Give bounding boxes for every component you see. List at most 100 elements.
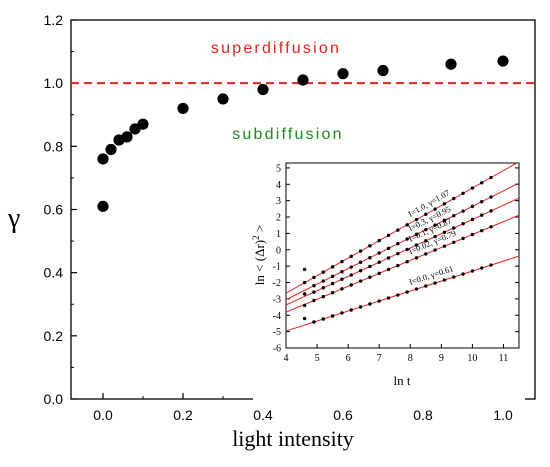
inset-data-point xyxy=(358,260,363,265)
inset-data-point xyxy=(340,259,344,264)
inset-data-point xyxy=(386,233,391,238)
inset-x-tick-label: 8 xyxy=(408,353,413,364)
inset-y-tick-label: 3 xyxy=(276,196,281,207)
inset-x-tick-label: 10 xyxy=(467,353,477,364)
main-data-point xyxy=(297,74,309,86)
inset-data-point xyxy=(349,308,353,312)
main-y-tick-label: 0.8 xyxy=(44,138,64,154)
inset-data-point xyxy=(349,273,353,277)
inset-data-point xyxy=(470,217,475,222)
inset-data-point xyxy=(396,293,400,297)
inset-x-tick-label: 4 xyxy=(284,353,289,364)
inset-data-point xyxy=(433,234,437,239)
inset-data-point xyxy=(442,230,447,235)
inset-data-point xyxy=(442,278,447,282)
inset-y-tick-label: 0 xyxy=(276,245,281,256)
inset-data-point xyxy=(312,290,316,294)
inset-x-tick-label: 6 xyxy=(346,353,351,364)
main-x-tick-label: 1.0 xyxy=(493,407,513,423)
inset-data-point xyxy=(349,254,353,259)
superdiffusion-label: superdiffusion xyxy=(211,40,341,57)
inset-data-point xyxy=(405,223,409,227)
inset-fit-line xyxy=(286,197,519,306)
inset-x-tick-label: 11 xyxy=(499,353,509,364)
main-x-tick-label: 0.8 xyxy=(413,407,433,423)
inset-data-point xyxy=(470,269,475,273)
main-data-point xyxy=(105,143,117,156)
inset-data-point xyxy=(480,213,484,217)
main-data-point xyxy=(497,55,509,67)
inset-data-point xyxy=(424,284,428,288)
main-data-point xyxy=(217,93,229,105)
inset-data-point xyxy=(349,265,353,269)
main-x-axis-label: light intensity xyxy=(232,426,354,451)
inset-data-point xyxy=(321,317,325,321)
inset-data-point xyxy=(368,264,372,269)
inset-data-point xyxy=(386,296,391,300)
main-y-tick-label: 0.2 xyxy=(44,328,64,344)
inset-data-point xyxy=(358,249,363,253)
inset-data-point xyxy=(452,196,456,201)
inset-data-point xyxy=(461,191,465,196)
inset-y-axis-label-main: ln < (Δr) xyxy=(252,240,267,285)
inset-data-point xyxy=(321,270,325,274)
inset-data-point xyxy=(452,275,456,279)
inset-background xyxy=(253,155,525,402)
inset-data-point xyxy=(424,252,428,256)
inset-data-point xyxy=(480,228,484,233)
main-data-point xyxy=(177,102,189,115)
main-data-point xyxy=(377,64,389,77)
inset-data-point xyxy=(470,204,475,209)
inset-y-tick-label: -2 xyxy=(273,278,281,289)
inset-data-point xyxy=(414,287,419,291)
inset-data-point xyxy=(424,228,428,232)
main-data-point xyxy=(257,83,269,96)
inset-data-point xyxy=(377,271,381,276)
inset-data-point xyxy=(433,281,437,285)
inset-y-axis-label-sup: 2 xyxy=(251,235,261,240)
inset-x-tick-label: 9 xyxy=(439,353,444,364)
inset-data-point xyxy=(330,281,335,286)
inset-data-point xyxy=(452,214,456,218)
main-data-point xyxy=(337,68,349,80)
main-x-tick-label: 0.4 xyxy=(253,407,273,423)
main-data-point xyxy=(97,200,109,212)
inset-data-point xyxy=(330,314,335,318)
inset-data-point xyxy=(396,228,400,232)
inset-fit-line xyxy=(286,182,519,301)
inset-data-point xyxy=(386,256,391,260)
inset-y-tick-label: -4 xyxy=(273,311,281,322)
inset-x-axis: 4 5 6 7 8 9 10 11 xyxy=(284,344,509,364)
main-y-tick-label: 1.2 xyxy=(44,12,64,28)
inset-data-point xyxy=(433,207,437,211)
inset-data-point xyxy=(442,218,447,223)
inset-y-axis: -6 -5 -4 -3 -2 -1 0 1 2 3 4 5 xyxy=(273,163,519,355)
main-chart: 0.0 0.2 0.4 0.6 0.8 1.0 0.0 0.2 0.4 0.6 0.8 1.0 1.2… xyxy=(7,12,536,451)
inset-data-point xyxy=(461,222,465,226)
inset-data-point xyxy=(424,239,428,243)
inset-data-point xyxy=(312,298,316,303)
main-data-series xyxy=(97,55,509,212)
inset-data-point xyxy=(302,280,307,285)
inset-data-point xyxy=(489,263,493,267)
inset-data-point xyxy=(302,267,307,272)
main-y-tick-label: 0.0 xyxy=(44,391,64,407)
inset-data-point xyxy=(489,175,493,180)
inset-data-point xyxy=(414,232,419,237)
inset-data-point xyxy=(452,240,456,245)
inset-data-point xyxy=(442,202,447,206)
inset-data-point xyxy=(358,279,363,283)
main-x-tick-label: 0.6 xyxy=(333,407,353,423)
inset-x-tick-label: 7 xyxy=(377,353,382,364)
inset-data-point xyxy=(489,195,493,199)
inset-data-point xyxy=(480,181,484,185)
inset-data-point xyxy=(340,270,344,274)
main-data-point xyxy=(97,153,109,165)
inset-data-point xyxy=(312,284,316,288)
inset-y-tick-label: 2 xyxy=(276,213,281,224)
inset-data-point xyxy=(405,290,409,294)
inset-data-point xyxy=(433,223,437,227)
inset-data-point xyxy=(414,217,419,222)
